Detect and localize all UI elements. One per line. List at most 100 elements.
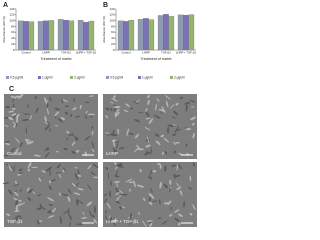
cell [5, 142, 11, 146]
cell [152, 200, 157, 203]
cell [115, 187, 120, 194]
bar [183, 15, 189, 51]
cell [27, 104, 29, 109]
cell [48, 185, 52, 190]
cell [176, 164, 179, 171]
legend-swatch [138, 76, 141, 79]
cell [93, 218, 98, 224]
cell [147, 136, 150, 144]
cell [166, 100, 169, 108]
cell [117, 128, 120, 135]
cell [8, 116, 14, 121]
cell [62, 167, 67, 172]
cell [190, 116, 197, 121]
cell [66, 137, 69, 141]
cell [84, 135, 91, 141]
cell [161, 106, 166, 114]
cell [27, 197, 32, 201]
cell [106, 133, 110, 137]
y-tick-label: 40 [111, 36, 115, 40]
cell [103, 193, 108, 197]
cell [161, 220, 168, 225]
bar [63, 20, 69, 51]
cell [47, 197, 54, 202]
cell [135, 144, 141, 149]
cell [44, 124, 51, 131]
y-tick-label: 80 [111, 24, 115, 28]
cell [75, 115, 81, 118]
y-tick-label: 120 [109, 13, 114, 17]
bar [28, 21, 35, 51]
x-tick-label: Control [121, 51, 130, 55]
cell [173, 173, 176, 179]
cell [134, 118, 140, 123]
cell [79, 104, 82, 110]
cell [15, 148, 19, 154]
cell [106, 202, 112, 210]
cell [159, 181, 162, 189]
cell [14, 191, 19, 197]
bar [23, 21, 29, 51]
cell [119, 206, 122, 210]
cell [57, 118, 63, 123]
cell [46, 102, 49, 109]
cell [125, 103, 130, 107]
cell [118, 189, 124, 195]
cell [46, 121, 51, 125]
cell [18, 168, 23, 171]
cell [89, 210, 92, 217]
legend-swatch [106, 76, 109, 79]
cell [86, 201, 93, 207]
cell [10, 95, 16, 99]
cell [128, 218, 131, 226]
bar [177, 14, 184, 51]
cell [115, 170, 119, 177]
cell [116, 108, 120, 114]
cell [54, 107, 61, 111]
cell [173, 110, 179, 116]
legend-label: 2 μg/ml [174, 76, 185, 80]
cell [5, 106, 10, 109]
cell [163, 183, 169, 189]
y-tick-label: 40 [11, 36, 15, 40]
cell [15, 113, 20, 118]
cell [55, 172, 61, 174]
legend-swatch [38, 76, 41, 79]
cell [153, 114, 161, 119]
image-caption: LHRP + TGF-β1 [106, 219, 139, 224]
cell [3, 154, 10, 157]
cell [10, 147, 16, 152]
cell [60, 117, 65, 120]
cell [58, 173, 62, 179]
cell [58, 192, 61, 196]
y-tick-label: 120 [9, 13, 14, 17]
cell [173, 141, 176, 145]
x-axis-title: Treatment of matrix [40, 57, 71, 61]
bar [37, 21, 44, 51]
cell [128, 181, 134, 184]
cell [29, 115, 32, 120]
cell [11, 113, 17, 116]
cell [8, 189, 13, 196]
cell [11, 150, 15, 155]
cell [149, 187, 153, 194]
cell [137, 148, 145, 151]
cell [115, 196, 120, 202]
cell [29, 162, 32, 166]
cell [87, 184, 92, 191]
cell [133, 180, 136, 188]
cell [76, 223, 84, 225]
cell [14, 210, 20, 212]
bar [17, 20, 24, 51]
cell [13, 116, 16, 120]
cell [67, 188, 72, 195]
cell [15, 189, 18, 193]
cell [11, 107, 16, 110]
cell [173, 209, 180, 214]
cell [49, 128, 51, 132]
cell [71, 182, 77, 188]
cell [62, 210, 69, 215]
cell [164, 150, 168, 155]
cell [74, 172, 79, 181]
